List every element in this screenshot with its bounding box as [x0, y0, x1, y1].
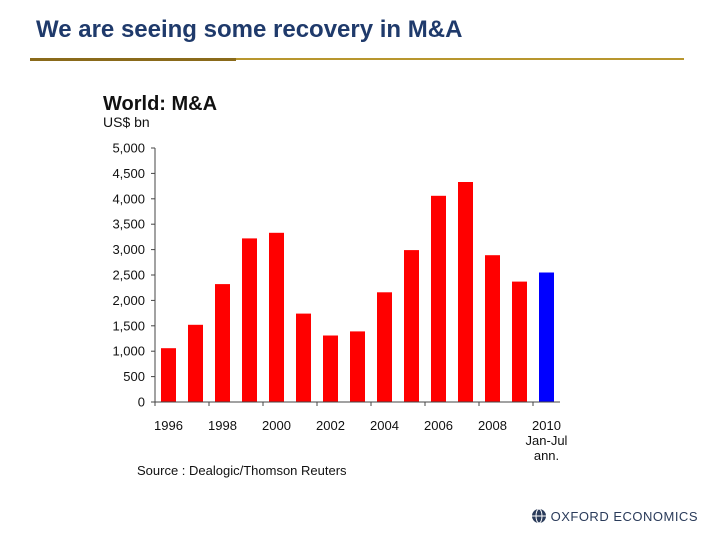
x-tick-label-line: 2004	[370, 418, 399, 433]
x-tick-label: 2000	[262, 418, 291, 433]
bar-2006	[431, 195, 446, 402]
y-tick-label: 4,500	[112, 166, 145, 181]
x-tick-label: 1996	[154, 418, 183, 433]
logo-text: OXFORD ECONOMICS	[550, 508, 698, 524]
x-tick-label: 2010 Jan-Jul ann.	[526, 418, 568, 463]
source-note: Source : Dealogic/Thomson Reuters	[137, 463, 347, 478]
bar-2003	[350, 331, 365, 402]
x-tick-label: 2008	[478, 418, 507, 433]
bar-2010-ann	[539, 272, 554, 402]
y-tick-label: 0	[138, 395, 145, 410]
title-divider-accent	[30, 58, 236, 61]
bar-2001	[296, 313, 311, 402]
x-tick-label: 1998	[208, 418, 237, 433]
bar-1996	[161, 348, 176, 402]
chart-title: World: M&A	[103, 93, 217, 115]
oxford-economics-logo: OXFORD ECONOMICS	[531, 508, 698, 524]
bar-2008	[485, 255, 500, 402]
x-tick-label-line: 2006	[424, 418, 453, 433]
bar-2007	[458, 182, 473, 402]
y-tick-label: 5,000	[112, 141, 145, 156]
y-tick-label: 4,000	[112, 191, 145, 206]
bar-1999	[242, 238, 257, 402]
bar-2005	[404, 250, 419, 402]
globe-icon	[531, 508, 546, 524]
x-tick-label-line: Jan-Jul	[526, 433, 568, 448]
x-tick-label-line: 2002	[316, 418, 345, 433]
y-tick-label: 1,000	[112, 344, 145, 359]
bar-1997	[188, 324, 203, 402]
x-tick-label: 2004	[370, 418, 399, 433]
y-axis: 0 500 1,000 1,500 2,000 2,500 3,000 3,500 4,000 4…	[112, 141, 156, 410]
x-tick-label-line: 1996	[154, 418, 183, 433]
x-tick-label-line: 2010	[532, 418, 561, 433]
bar-1998	[215, 284, 230, 402]
y-tick-label: 2,000	[112, 293, 145, 308]
y-tick-label: 3,000	[112, 242, 145, 257]
x-tick-label-line: 1998	[208, 418, 237, 433]
x-tick-label-line: ann.	[534, 448, 559, 463]
x-tick-label: 2006	[424, 418, 453, 433]
title-divider	[30, 58, 684, 60]
y-axis-unit-label: US$ bn	[103, 114, 150, 130]
bar-series	[161, 182, 554, 402]
bar-2000	[269, 232, 284, 402]
x-tick-label-line: 2000	[262, 418, 291, 433]
x-tick-label: 2002	[316, 418, 345, 433]
y-tick-label: 500	[123, 369, 145, 384]
y-tick-label: 2,500	[112, 268, 145, 283]
bar-2004	[377, 292, 392, 402]
y-tick-label: 3,500	[112, 217, 145, 232]
page-title: We are seeing some recovery in M&A	[36, 16, 463, 43]
y-tick-label: 1,500	[112, 318, 145, 333]
bar-2009	[512, 281, 527, 402]
x-tick-label-line: 2008	[478, 418, 507, 433]
bar-2002	[323, 335, 338, 402]
x-axis: 1996 1998 2000 2002 2004 2006 2008 2010 Jan-Jul a…	[154, 401, 568, 463]
